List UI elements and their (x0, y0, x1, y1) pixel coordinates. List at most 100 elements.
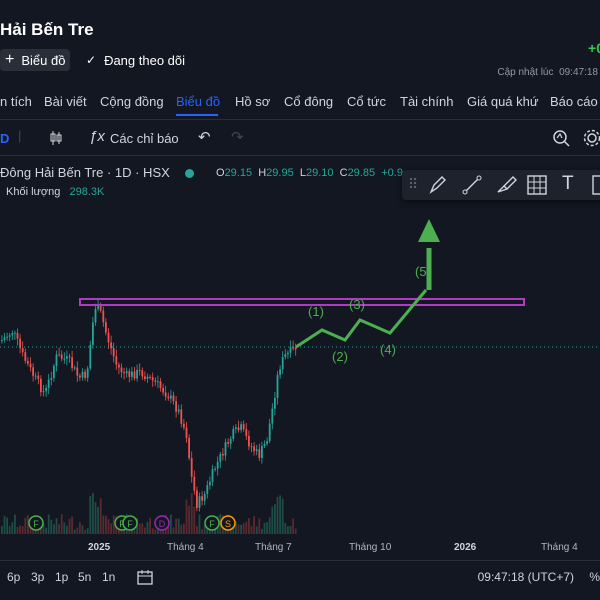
candle-body (144, 376, 146, 379)
tab-reports[interactable]: Báo cáo (550, 94, 598, 109)
tab-profile[interactable]: Hồ sơ (235, 94, 271, 109)
volume-bar (185, 499, 188, 534)
volume-legend: Khối lượng 298.3K (6, 186, 104, 198)
volume-bar (263, 522, 266, 534)
volume-bar (190, 493, 193, 534)
volume-bar (110, 523, 112, 534)
grid-pattern-icon[interactable] (526, 174, 548, 196)
follow-button[interactable]: ✓ Đang theo dõi (86, 49, 185, 71)
drag-handle-icon[interactable]: ⠿ (408, 176, 419, 192)
time-axis: 2025 Tháng 4 Tháng 7 Tháng 10 2026 Tháng… (0, 538, 600, 558)
volume-bar (172, 527, 175, 534)
volume-bar (112, 515, 115, 534)
tab-posts[interactable]: Bài viết (44, 94, 87, 109)
redo-icon[interactable]: ↷ (231, 129, 244, 146)
candle-body (240, 424, 242, 431)
range-6m-button[interactable]: 6p (7, 570, 21, 584)
candle-body (58, 354, 60, 356)
candle-body (214, 468, 216, 470)
volume-bar (8, 526, 11, 534)
tab-history[interactable]: Giá quá khứ (467, 94, 539, 109)
volume-bar (175, 518, 177, 534)
volume-bar (79, 522, 81, 534)
candle-body (224, 442, 227, 456)
wave-label: (4) (380, 342, 396, 357)
highlighter-icon[interactable] (496, 175, 518, 195)
tab-community[interactable]: Cộng đồng (100, 94, 164, 109)
candle-body (248, 435, 250, 447)
range-1d-button[interactable]: 1n (102, 570, 116, 584)
replay-search-icon[interactable] (552, 129, 570, 147)
check-icon: ✓ (86, 53, 97, 67)
settings-gear-icon[interactable] (582, 128, 600, 148)
tab-chart[interactable]: Biểu đồ (176, 94, 221, 109)
resistance-rectangle[interactable] (79, 298, 525, 306)
volume-bar (60, 514, 63, 534)
wave-labels: (1) (2) (3) (4) (5) (308, 264, 431, 364)
candle-body (201, 496, 203, 501)
volume-bar (281, 498, 284, 534)
range-5d-button[interactable]: 5n (78, 570, 92, 584)
ohlc-values: O29.15 H29.95 L29.10 C29.85 +0.9 (216, 167, 403, 179)
candle-body (159, 381, 162, 388)
percent-toggle[interactable]: % (589, 570, 600, 584)
candle-body (47, 379, 50, 388)
volume-bar (19, 525, 21, 534)
indicators-button[interactable]: Các chỉ báo (110, 131, 179, 146)
volume-bars (1, 493, 297, 534)
volume-bar (284, 522, 287, 534)
volume-bar (157, 529, 159, 534)
volume-bar (276, 496, 279, 534)
volume-bar (261, 528, 263, 534)
elliott-wave-path[interactable] (295, 289, 428, 349)
volume-bar (55, 518, 58, 534)
section-tabs: n tích Bài viết Cộng đồng Biểu đồ Hồ sơ … (0, 84, 600, 120)
volume-bar (253, 516, 255, 534)
volume-bar (47, 514, 50, 534)
tab-dividends[interactable]: Cổ tức (347, 94, 387, 109)
measure-icon[interactable] (590, 174, 600, 196)
clock-timezone[interactable]: 09:47:18 (UTC+7) (477, 570, 574, 584)
range-3m-button[interactable]: 3p (31, 570, 45, 584)
range-1m-button[interactable]: 1p (55, 570, 69, 584)
brush-icon[interactable] (428, 175, 448, 195)
interval-selector[interactable]: D (0, 131, 10, 146)
tab-analysis[interactable]: n tích (0, 94, 32, 109)
volume-bar (92, 493, 94, 534)
calendar-icon[interactable] (137, 569, 153, 585)
volume-bar (144, 527, 146, 534)
event-marker[interactable]: F (204, 515, 220, 531)
text-tool-icon[interactable]: T (562, 173, 574, 194)
candle-body (162, 387, 164, 393)
candlestick-type-icon[interactable] (49, 130, 63, 146)
event-marker[interactable]: S (220, 515, 236, 531)
volume-label: Khối lượng (6, 186, 61, 198)
candle-body (183, 423, 185, 428)
volume-bar (206, 526, 209, 534)
event-marker[interactable]: D (154, 515, 170, 531)
volume-bar (42, 522, 45, 534)
time-tick: 2026 (454, 542, 477, 553)
candle-body (289, 347, 292, 353)
trend-line-icon[interactable] (462, 175, 482, 195)
add-chart-button[interactable]: + Biểu đồ (0, 49, 70, 71)
chart-footer: 6p 3p 1p 5n 1n 09:47:18 (UTC+7) % (0, 560, 600, 600)
event-marker[interactable]: F (28, 515, 44, 531)
event-marker[interactable]: F (122, 515, 138, 531)
volume-bar (34, 528, 37, 534)
stock-title: Hải Bến Tre (0, 20, 94, 39)
candle-body (268, 423, 271, 442)
indicators-icon[interactable]: ƒx (89, 128, 105, 145)
svg-text:S: S (225, 519, 231, 529)
volume-bar (50, 519, 53, 534)
svg-text:D: D (159, 519, 166, 529)
chart-toolbar: D | ƒx Các chỉ báo ↶ ↷ (0, 122, 600, 156)
candle-body (32, 367, 34, 376)
undo-icon[interactable]: ↶ (198, 129, 211, 146)
candle-body (154, 380, 157, 382)
candle-body (8, 335, 11, 337)
candle-body (170, 395, 172, 399)
tab-shareholders[interactable]: Cổ đông (284, 94, 334, 109)
tab-financials[interactable]: Tài chính (400, 94, 454, 109)
